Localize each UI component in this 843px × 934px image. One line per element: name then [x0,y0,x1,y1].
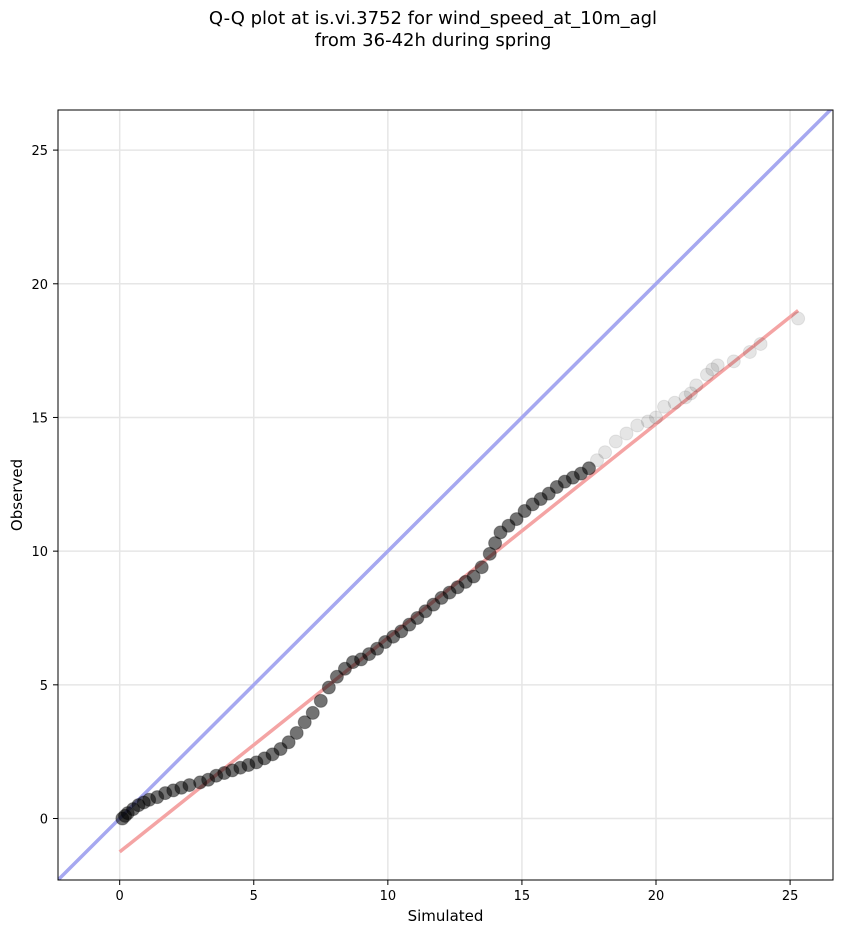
qq-point [726,354,741,369]
qq-point [705,362,720,377]
qq-point [791,311,806,326]
y-tick-label: 25 [31,144,48,159]
qq-point [329,669,344,684]
chart-title-line-2: from 36-42h during spring [314,30,552,51]
grid-layer [58,110,833,880]
qq-point [753,336,768,351]
y-tick-label: 20 [31,278,48,293]
qq-point [488,536,503,551]
qq-point [678,390,693,405]
qq-point [313,693,328,708]
chart-title: Q-Q plot at is.vi.3752 for wind_speed_at… [0,8,843,52]
qq-point [289,725,304,740]
qq-point [474,560,489,575]
qq-point [649,410,664,425]
qq-point [667,395,682,410]
x-tick-label: 20 [648,889,665,904]
x-tick-label: 10 [380,889,397,904]
qq-point [509,512,524,527]
qq-point [683,386,698,401]
qq-point [640,414,655,429]
tick-layer: 0 5 10 15 20 25 0 5 10 15 20 25 [31,144,798,904]
x-tick-label: 0 [116,889,124,904]
x-tick-label: 25 [782,889,799,904]
qq-point [321,680,336,695]
qq-point [482,546,497,561]
qq-point [608,434,623,449]
y-axis-label: Observed [8,459,26,531]
x-axis-label: Simulated [408,907,484,925]
qq-point [699,367,714,382]
y-tick-label: 5 [40,679,48,694]
qq-point [305,705,320,720]
qq-point [689,378,704,393]
identity-line [58,110,833,880]
line-layer [58,110,833,880]
y-tick-label: 0 [40,813,48,828]
x-tick-label: 15 [514,889,531,904]
qq-point [630,418,645,433]
qq-point [297,715,312,730]
qq-point [466,569,481,584]
qq-point [657,399,672,414]
chart-title-line-1: Q-Q plot at is.vi.3752 for wind_speed_at… [208,8,658,29]
y-tick-label: 10 [31,545,48,560]
qq-point [281,735,296,750]
plot-frame [57,109,834,881]
qq-point [710,358,725,373]
qq-point [742,344,757,359]
point-layer [115,311,806,826]
qq-point [619,426,634,441]
y-tick-label: 15 [31,411,48,426]
x-tick-label: 5 [250,889,258,904]
qq-point [598,445,613,460]
qq-point [590,453,605,468]
qq-point [581,461,596,476]
